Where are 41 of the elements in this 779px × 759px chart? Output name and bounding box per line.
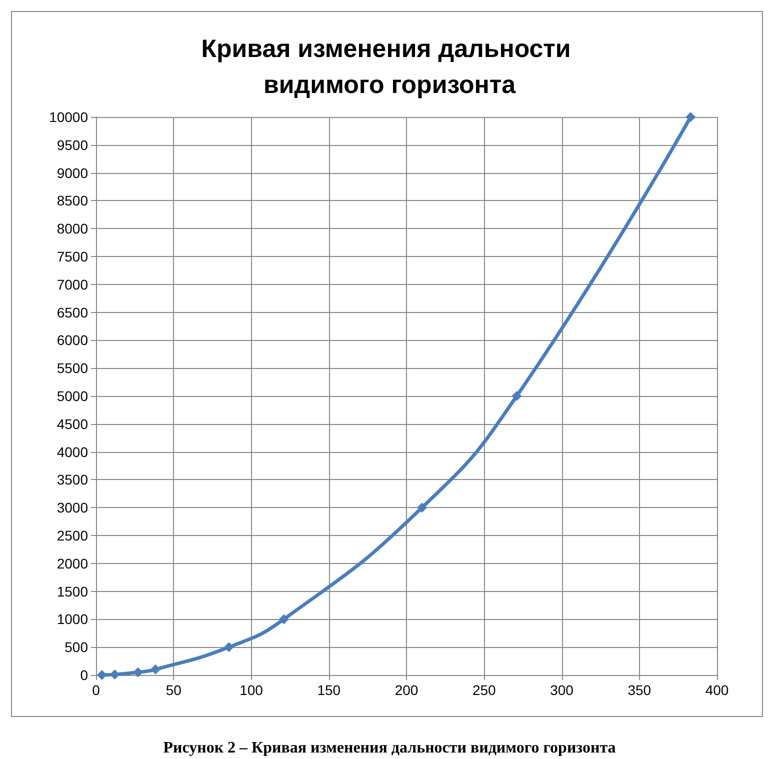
y-tick-label: 1500 xyxy=(56,583,88,600)
point xyxy=(278,614,289,624)
x-tick-label: 150 xyxy=(317,682,341,698)
y-tick-label: 2500 xyxy=(56,528,88,544)
y-tick-label: 8500 xyxy=(56,192,88,209)
y-tick-label: 7000 xyxy=(56,276,88,292)
x-tick-label: 350 xyxy=(628,682,652,698)
point xyxy=(133,667,144,678)
point xyxy=(96,670,107,680)
x-tick-label: 50 xyxy=(166,682,182,698)
y-tick-label: 5000 xyxy=(56,388,88,404)
y-tick-label: 4500 xyxy=(56,416,88,432)
y-tick-label: 0 xyxy=(80,667,88,683)
point xyxy=(224,642,234,652)
point xyxy=(417,502,428,513)
y-tick-label: 2000 xyxy=(56,555,88,572)
y-tick-label: 6500 xyxy=(56,304,88,320)
point xyxy=(686,112,696,122)
x-tick-label: 0 xyxy=(92,682,100,698)
x-tick-label: 250 xyxy=(472,682,496,698)
y-tick-label: 5500 xyxy=(56,360,88,376)
y-tick-label: 10000 xyxy=(49,109,88,125)
y-tick-label: 500 xyxy=(64,639,88,656)
point xyxy=(512,391,522,401)
y-tick-label: 1000 xyxy=(56,611,88,628)
point xyxy=(110,669,120,680)
point xyxy=(150,664,160,674)
y-tick-label: 6000 xyxy=(56,332,88,348)
y-tick-label: 4000 xyxy=(56,444,88,460)
x-tick-label: 300 xyxy=(550,682,574,698)
x-tick-label: 400 xyxy=(705,682,729,698)
x-tick-label: 100 xyxy=(240,682,264,698)
y-tick-label: 8000 xyxy=(56,220,88,237)
text: Рисунок 2 – Кривая изменения дальности видимого горизонта xyxy=(163,740,616,756)
y-tick-label: 9000 xyxy=(56,164,88,181)
chart-title: Кривая изменения дальности видимого горизонта xyxy=(201,35,578,99)
y-tick-label: 3000 xyxy=(56,500,88,516)
y-tick-label: 7500 xyxy=(56,248,88,264)
y-tick-label: 3500 xyxy=(56,472,88,488)
y-tick-label: 9500 xyxy=(56,136,88,153)
x-tick-label: 200 xyxy=(394,682,418,698)
